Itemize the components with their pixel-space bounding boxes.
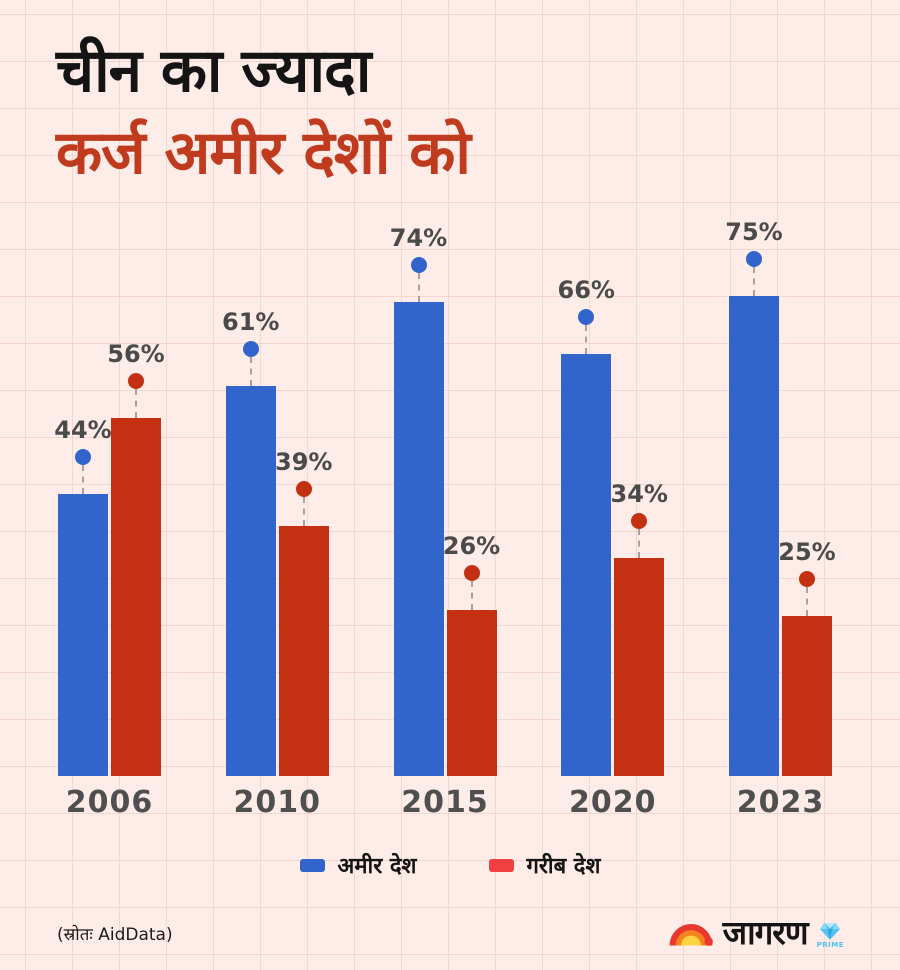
year-group-2020: 66% 34% 2020 [558, 212, 668, 828]
value-label: 61% [222, 307, 280, 336]
marker-stem [82, 465, 84, 495]
chart-legend: अमीर देश गरीब देश [0, 850, 900, 880]
legend-swatch-poor [488, 858, 514, 872]
brand-name: जागरण [722, 913, 809, 952]
marker-dot [242, 340, 259, 357]
marker-stem [806, 587, 808, 616]
bar-column-rich-countries-2020: 66% [558, 276, 615, 776]
bar-rich-countries [561, 353, 612, 776]
bar-rich-countries [58, 494, 108, 776]
marker-stem [135, 388, 137, 418]
year-label: 2010 [233, 784, 321, 820]
year-group-2006: 44% 56% 2006 [54, 212, 165, 828]
legend-item-rich: अमीर देश [299, 850, 417, 880]
bar-column-poor-countries-2015: 26% [443, 532, 500, 776]
page-title: चीन का ज्यादा कर्ज अमीर देशों को [56, 30, 471, 194]
bar-column-poor-countries-2020: 34% [611, 480, 668, 776]
marker-dot [578, 308, 595, 325]
diamond-icon [820, 923, 841, 940]
marker-dot [746, 251, 762, 267]
bar-poor-countries [782, 616, 832, 776]
bar-chart: 44% 56% 2006 61% 39% 2010 74% 26% 2015 66% 34% 2020… [54, 212, 836, 828]
value-label: 44% [54, 416, 112, 445]
rising-sun-icon [669, 924, 713, 946]
title-line-2: कर्ज अमीर देशों को [56, 118, 471, 188]
marker-dot [463, 564, 480, 581]
legend-item-poor: गरीब देश [488, 850, 601, 880]
bar-pair-2006: 44% 56% [54, 212, 165, 776]
bar-poor-countries [111, 417, 161, 776]
bar-column-poor-countries-2006: 56% [107, 340, 165, 776]
bar-column-rich-countries-2023: 75% [725, 218, 783, 776]
value-label: 74% [389, 224, 448, 253]
bar-rich-countries [225, 385, 276, 776]
year-label: 2006 [65, 784, 154, 820]
marker-dot [295, 481, 312, 498]
value-label: 56% [107, 339, 165, 368]
prime-badge: PRIME [817, 923, 844, 949]
marker-stem [470, 580, 473, 610]
bar-pair-2010: 61% 39% [222, 212, 332, 776]
bar-rich-countries [393, 302, 444, 776]
year-label: 2015 [401, 784, 489, 820]
year-group-2015: 74% 26% 2015 [390, 212, 500, 828]
marker-stem [302, 497, 305, 527]
bar-column-poor-countries-2023: 25% [778, 538, 836, 776]
brand-logo: जागरण PRIME [668, 916, 844, 949]
bar-column-poor-countries-2010: 39% [275, 448, 332, 776]
bar-column-rich-countries-2015: 74% [390, 224, 447, 776]
prime-label: PRIME [816, 941, 844, 949]
year-group-2023: 75% 25% 2023 [725, 212, 836, 828]
legend-label-rich: अमीर देश [337, 854, 417, 879]
value-label: 66% [557, 275, 615, 304]
bar-pair-2015: 74% 26% [390, 212, 500, 776]
bar-column-rich-countries-2006: 44% [54, 416, 112, 776]
bar-column-rich-countries-2010: 61% [222, 308, 279, 776]
marker-dot [410, 257, 427, 274]
marker-stem [638, 529, 641, 559]
year-label: 2020 [569, 784, 657, 820]
marker-dot [75, 449, 91, 466]
legend-swatch-rich [299, 858, 325, 872]
value-label: 25% [778, 538, 836, 566]
marker-dot [631, 513, 648, 530]
value-label: 39% [275, 448, 333, 477]
marker-stem [249, 356, 252, 386]
bar-poor-countries [446, 609, 497, 776]
bar-poor-countries [614, 558, 665, 776]
bar-rich-countries [729, 296, 779, 776]
year-label: 2023 [736, 784, 825, 820]
year-group-2010: 61% 39% 2010 [222, 212, 332, 828]
marker-dot [799, 571, 815, 587]
marker-stem [417, 273, 420, 303]
marker-stem [585, 324, 588, 354]
marker-stem [753, 267, 755, 296]
value-label: 75% [725, 218, 783, 246]
value-label: 26% [442, 531, 501, 560]
bar-pair-2020: 66% 34% [558, 212, 668, 776]
value-label: 34% [610, 480, 668, 509]
source-note: (स्रोतः AidData) [57, 925, 173, 945]
bar-pair-2023: 75% 25% [725, 212, 836, 776]
title-line-1: चीन का ज्यादा [56, 36, 371, 106]
legend-label-poor: गरीब देश [526, 854, 601, 879]
marker-dot [128, 372, 144, 389]
bar-poor-countries [278, 526, 329, 776]
